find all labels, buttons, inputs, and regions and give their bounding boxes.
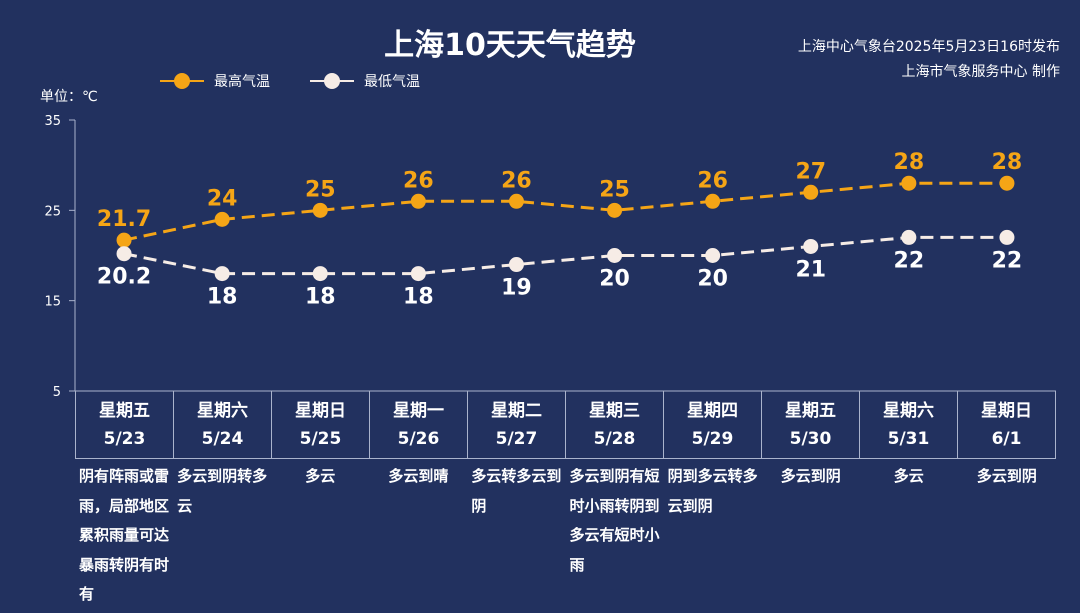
day-weekday: 星期一 xyxy=(393,401,444,421)
y-tick-label: 25 xyxy=(44,204,61,219)
day-date: 5/23 xyxy=(103,429,146,449)
day-date: 5/30 xyxy=(789,429,832,449)
unit-label: 单位：℃ xyxy=(40,89,98,105)
day-weather-desc: 阴到多云转多云到阴 xyxy=(667,467,758,515)
high-temp-label: 25 xyxy=(599,177,630,202)
low-temp-point xyxy=(705,248,721,263)
high-temp-label: 24 xyxy=(207,186,238,211)
high-temp-label: 21.7 xyxy=(97,207,151,232)
high-temp-label: 27 xyxy=(795,159,826,184)
low-temp-label: 22 xyxy=(894,248,925,273)
low-temp-label: 22 xyxy=(992,248,1023,273)
day-weather-desc: 阴有阵雨或雷雨，局部地区累积雨量可达暴雨转阴有时有 xyxy=(79,467,170,603)
day-weekday: 星期五 xyxy=(785,401,836,421)
low-temp-label: 21 xyxy=(795,257,826,282)
high-temp-point xyxy=(214,211,230,227)
weather-description-row: 阴有阵雨或雷雨，局部地区累积雨量可达暴雨转阴有时有 多云到阴转多云 多云 多云到晴 多云… xyxy=(75,462,1056,610)
high-temp-label: 26 xyxy=(501,168,532,193)
low-temp-label: 18 xyxy=(207,285,238,310)
low-temp-label: 18 xyxy=(305,285,336,310)
high-temp-label: 28 xyxy=(992,150,1023,175)
legend-high-marker xyxy=(160,71,204,91)
legend-high-label: 最高气温 xyxy=(214,74,270,90)
day-cell: 星期六 5/24 xyxy=(174,391,272,459)
high-temp-point xyxy=(312,202,328,218)
day-date: 5/25 xyxy=(299,429,342,449)
day-cell: 星期一 5/26 xyxy=(370,391,468,459)
legend-high: 最高气温 xyxy=(160,70,270,92)
day-weekday: 星期六 xyxy=(197,401,248,421)
day-date: 5/29 xyxy=(691,429,734,449)
legend-low-marker xyxy=(310,71,354,91)
low-temp-label: 20 xyxy=(599,267,630,292)
high-temp-point xyxy=(116,232,132,248)
day-cell: 星期三 5/28 xyxy=(566,391,664,459)
low-temp-point xyxy=(214,266,230,282)
y-tick-label: 5 xyxy=(53,385,61,400)
day-cell: 星期六 5/31 xyxy=(860,391,958,459)
low-temp-line xyxy=(123,235,1007,276)
high-temp-label: 25 xyxy=(305,177,336,202)
day-date: 5/27 xyxy=(495,429,538,449)
low-temp-point xyxy=(410,266,426,282)
high-temp-point xyxy=(410,193,426,209)
low-temp-point xyxy=(901,229,917,245)
low-temp-point xyxy=(312,266,328,282)
day-weekday: 星期日 xyxy=(981,401,1032,421)
day-cell: 星期二 5/27 xyxy=(468,391,566,459)
low-temp-point xyxy=(803,238,819,254)
legend-low: 最低气温 xyxy=(310,70,420,92)
low-temp-point xyxy=(508,257,524,273)
day-weather-desc: 多云到阴 xyxy=(780,467,841,485)
day-weekday: 星期二 xyxy=(491,401,542,421)
day-date: 5/26 xyxy=(397,429,440,449)
low-temp-label: 19 xyxy=(501,276,532,301)
day-date: 5/24 xyxy=(201,429,244,449)
day-weather-desc: 多云 xyxy=(305,467,336,485)
day-weather-desc: 多云转多云到阴 xyxy=(471,467,562,515)
day-date: 5/31 xyxy=(887,429,930,449)
high-temp-point xyxy=(803,184,819,200)
legend-low-label: 最低气温 xyxy=(364,74,420,90)
day-weekday: 星期日 xyxy=(295,401,346,421)
day-weather-desc: 多云到阴有短时小雨转阴到多云有短时小雨 xyxy=(569,467,660,574)
day-cell: 星期日 6/1 xyxy=(958,391,1056,459)
day-weekday: 星期五 xyxy=(99,401,150,421)
day-cell: 星期日 5/25 xyxy=(272,391,370,459)
y-tick-label: 15 xyxy=(44,295,61,310)
day-weekday: 星期三 xyxy=(589,401,640,421)
high-temp-label: 28 xyxy=(894,150,925,175)
day-weather-desc: 多云到阴转多云 xyxy=(177,467,268,515)
day-date: 6/1 xyxy=(991,429,1022,449)
high-temp-label: 26 xyxy=(697,168,728,193)
high-temp-point xyxy=(607,202,623,218)
high-temp-point xyxy=(901,175,917,191)
high-temp-point xyxy=(999,175,1015,191)
high-temp-point xyxy=(705,193,721,209)
source-line-1: 上海中心气象台2025年5月23日16时发布 xyxy=(797,39,1060,55)
day-cell: 星期五 5/23 xyxy=(75,391,174,459)
low-temp-point xyxy=(999,229,1015,245)
day-weather-desc: 多云 xyxy=(893,467,924,485)
high-temp-label: 26 xyxy=(403,168,434,193)
day-weekday: 星期六 xyxy=(883,401,934,421)
y-tick-label: 35 xyxy=(44,114,61,129)
day-cell: 星期五 5/30 xyxy=(762,391,860,459)
day-header-row: 星期五 5/23 星期六 5/24 星期日 5/25 星期一 5/26 星期二 5/27 星期三 5/… xyxy=(75,391,1056,459)
chart-title: 上海10天天气趋势 xyxy=(384,28,636,63)
low-temp-label: 18 xyxy=(403,285,434,310)
low-temp-point xyxy=(116,246,132,262)
day-weekday: 星期四 xyxy=(687,401,738,421)
day-cell: 星期四 5/29 xyxy=(664,391,762,459)
source-line-2: 上海市气象服务中心 制作 xyxy=(901,64,1060,80)
day-weather-desc: 多云到晴 xyxy=(388,467,449,485)
low-temp-label: 20.2 xyxy=(97,265,151,290)
low-temp-point xyxy=(607,248,623,263)
high-temp-point xyxy=(508,193,524,209)
low-temp-label: 20 xyxy=(697,267,728,292)
high-temp-line xyxy=(123,181,1007,242)
day-weather-desc: 多云到阴 xyxy=(976,467,1037,485)
day-date: 5/28 xyxy=(593,429,636,449)
